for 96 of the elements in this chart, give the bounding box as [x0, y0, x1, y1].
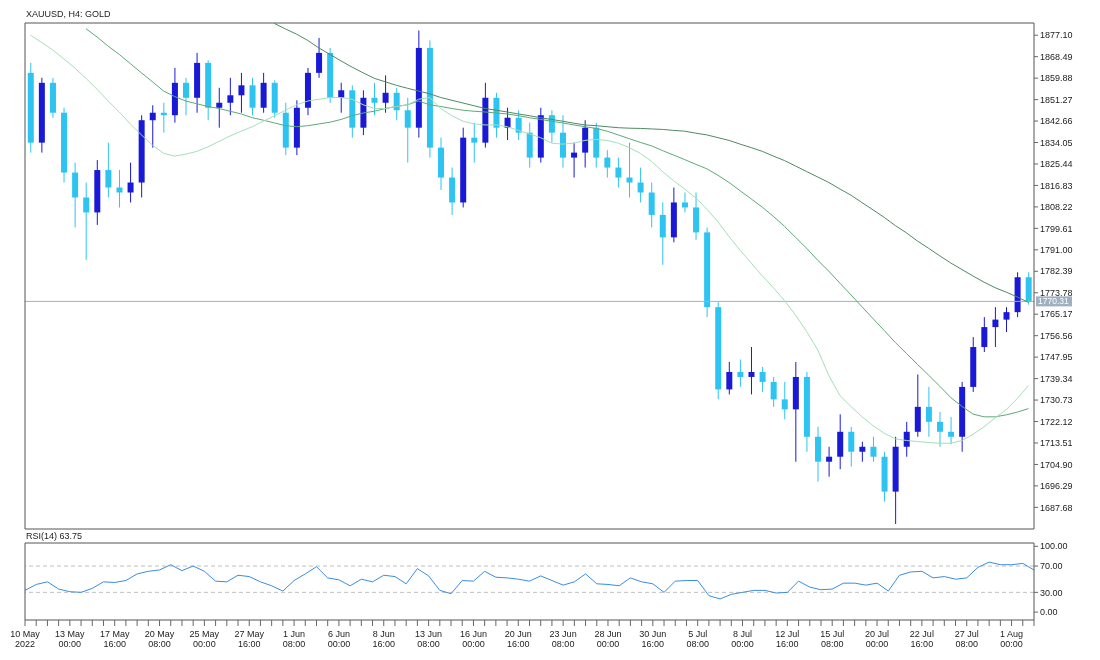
candlestick	[316, 37, 323, 79]
x-tick-label: 23 Jun 08:00	[549, 629, 577, 649]
candlestick	[404, 97, 411, 164]
x-tick-label: 27 May 16:00	[234, 629, 265, 649]
y-tick-label: 100.00	[1040, 541, 1068, 552]
y-tick-label: 70.00	[1040, 561, 1063, 572]
candlestick	[859, 441, 866, 463]
candlestick	[571, 142, 578, 179]
candlestick	[726, 361, 733, 395]
x-tick-label: 6 Jun 00:00	[327, 629, 351, 649]
x-tick-label: 17 May 16:00	[99, 629, 130, 649]
candlestick	[1003, 306, 1010, 333]
y-tick-label: 1739.34	[1040, 373, 1073, 384]
candlestick	[393, 87, 400, 121]
candlestick	[216, 87, 223, 129]
candlestick	[870, 436, 877, 463]
candlestick	[371, 82, 378, 116]
x-tick-label: 20 Jun 16:00	[504, 629, 532, 649]
y-tick-label: 1704.90	[1040, 459, 1073, 470]
y-tick-label: 1851.27	[1040, 94, 1073, 105]
y-tick-label: 1816.83	[1040, 180, 1073, 191]
candlestick	[781, 381, 788, 420]
x-tick-label: 12 Jul 16:00	[775, 629, 800, 649]
candlestick	[948, 416, 955, 445]
y-tick-label: 1791.00	[1040, 245, 1073, 256]
x-tick-label: 1 Jun 08:00	[282, 629, 306, 649]
candlestick	[637, 167, 644, 203]
candlestick	[748, 346, 755, 395]
candlestick	[681, 192, 688, 213]
candlestick	[737, 359, 744, 388]
y-tick-label: 1877.10	[1040, 30, 1073, 41]
x-tick-label: 30 Jun 16:00	[639, 629, 667, 649]
y-tick-label: 1842.66	[1040, 116, 1073, 127]
candlestick	[848, 426, 855, 468]
x-tick-label: 22 Jul 16:00	[909, 629, 934, 649]
x-tick-label: 20 Jul 00:00	[865, 629, 890, 649]
candlestick	[183, 77, 189, 116]
y-tick-label: 1799.61	[1040, 223, 1073, 234]
candlestick	[604, 149, 611, 179]
x-tick-label: 25 May 00:00	[189, 629, 220, 649]
candlestick	[149, 104, 156, 149]
candlestick	[925, 386, 932, 438]
candlestick	[936, 411, 943, 448]
candlestick	[338, 82, 345, 114]
line-series	[24, 561, 1035, 600]
x-tick-label: 15 Jul 08:00	[820, 629, 845, 649]
y-tick-label: 1765.17	[1040, 309, 1073, 320]
x-tick-label: 28 Jun 00:00	[594, 629, 622, 649]
x-tick-label: 13 Jun 08:00	[415, 629, 443, 649]
candlestick	[648, 182, 655, 228]
candlestick	[105, 142, 112, 198]
candlestick	[659, 201, 666, 266]
y-tick-label: 1747.95	[1040, 352, 1073, 363]
y-tick-label: 1773.78	[1040, 287, 1073, 298]
candlestick	[981, 316, 988, 353]
y-tick-label: 1713.51	[1040, 438, 1073, 449]
y-tick-label: 1722.12	[1040, 416, 1073, 427]
x-tick-label: 8 Jun 16:00	[372, 629, 396, 649]
y-tick-label: 1808.22	[1040, 202, 1073, 213]
candlestick	[238, 72, 245, 114]
y-tick-label: 1782.39	[1040, 266, 1073, 277]
candlestick	[903, 421, 910, 458]
x-tick-label: 10 May 2022	[10, 629, 41, 649]
chart-title: XAUUSD, H4: GOLD	[26, 9, 111, 19]
candlestick	[382, 74, 389, 114]
ref-line-label: 1770.31	[1038, 296, 1069, 307]
y-tick-label: 1859.88	[1040, 73, 1073, 84]
candlestick	[249, 77, 256, 116]
candlestick	[626, 142, 633, 198]
y-tick-label: 1834.05	[1040, 137, 1073, 148]
candlestick	[127, 162, 134, 203]
x-tick-label: 27 Jul 08:00	[954, 629, 979, 649]
candlestick	[227, 77, 234, 116]
x-tick-label: 16 Jun 00:00	[459, 629, 487, 649]
y-tick-label: 1696.29	[1040, 481, 1073, 492]
x-tick-label: 1 Aug 00:00	[1000, 629, 1024, 649]
candlestick	[515, 109, 522, 141]
candlestick	[770, 376, 777, 408]
candlestick	[83, 182, 90, 261]
x-tick-label: 20 May 08:00	[144, 629, 175, 649]
x-tick-label: 13 May 00:00	[55, 629, 86, 649]
candlestick	[471, 122, 478, 164]
y-tick-label: 1825.44	[1040, 159, 1073, 170]
candlestick	[992, 306, 999, 348]
candlestick	[615, 157, 622, 189]
candlestick	[826, 446, 833, 478]
candlestick	[759, 366, 766, 393]
y-tick-label: 30.00	[1040, 587, 1063, 598]
chart-title: RSI(14) 63.75	[26, 531, 83, 541]
y-tick-label: 1730.73	[1040, 395, 1073, 406]
x-tick-label: 5 Jul 08:00	[686, 629, 709, 649]
y-tick-label: 1868.49	[1040, 51, 1073, 62]
x-tick-label: 8 Jul 00:00	[731, 629, 754, 649]
y-tick-label: 0.00	[1040, 607, 1058, 618]
y-tick-label: 1756.56	[1040, 330, 1073, 341]
y-tick-label: 1687.68	[1040, 502, 1073, 513]
